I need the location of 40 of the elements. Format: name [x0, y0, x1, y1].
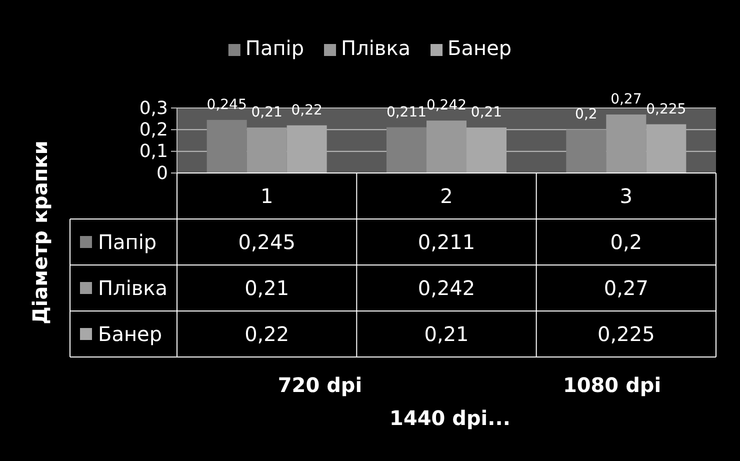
bar	[426, 120, 466, 173]
bar	[246, 128, 287, 173]
text: Папір	[98, 230, 157, 254]
y-tick-label: 0	[156, 162, 168, 184]
text: 1080 dpi	[562, 373, 662, 397]
bar	[286, 125, 327, 173]
y-tick-label: 0,3	[139, 98, 168, 119]
y-tick-label: 0,2	[139, 119, 168, 140]
text: Банер	[98, 322, 162, 346]
text: 0,21	[251, 104, 282, 120]
text: 720 dpi	[278, 373, 362, 397]
data-label: 0,22	[244, 322, 290, 346]
text: 0,2	[575, 106, 598, 123]
bar	[606, 114, 646, 173]
legend-label: Плівка	[341, 36, 411, 60]
legend-label: Папір	[245, 36, 304, 60]
bar	[566, 130, 606, 173]
y-axis-title: Діаметр крапки	[28, 140, 52, 324]
text: 0,21	[470, 104, 502, 120]
bar	[386, 127, 426, 173]
data-label: 0,211	[418, 230, 476, 254]
data-label: 0,242	[418, 276, 476, 300]
data-label: 0,225	[598, 322, 655, 346]
data-label: 0,27	[604, 276, 648, 300]
y-tick-label: 0,1	[139, 141, 168, 162]
text: 1440 dpi...	[390, 406, 510, 430]
text: 0,211	[386, 104, 427, 120]
bar	[646, 124, 686, 173]
data-label: 0,21	[244, 276, 290, 300]
data-label: 0,2	[610, 230, 642, 254]
x-tick-label: 1	[260, 184, 274, 208]
x-tick-label: 2	[440, 184, 453, 208]
bar	[466, 128, 506, 173]
legend-label: Банер	[448, 36, 512, 60]
data-label: 0,21	[424, 322, 469, 346]
text: 0,27	[610, 92, 642, 108]
x-tick-label: 3	[620, 184, 633, 208]
bar	[206, 120, 247, 173]
text: Плівка	[98, 276, 168, 300]
data-label: 0,245	[238, 230, 296, 254]
